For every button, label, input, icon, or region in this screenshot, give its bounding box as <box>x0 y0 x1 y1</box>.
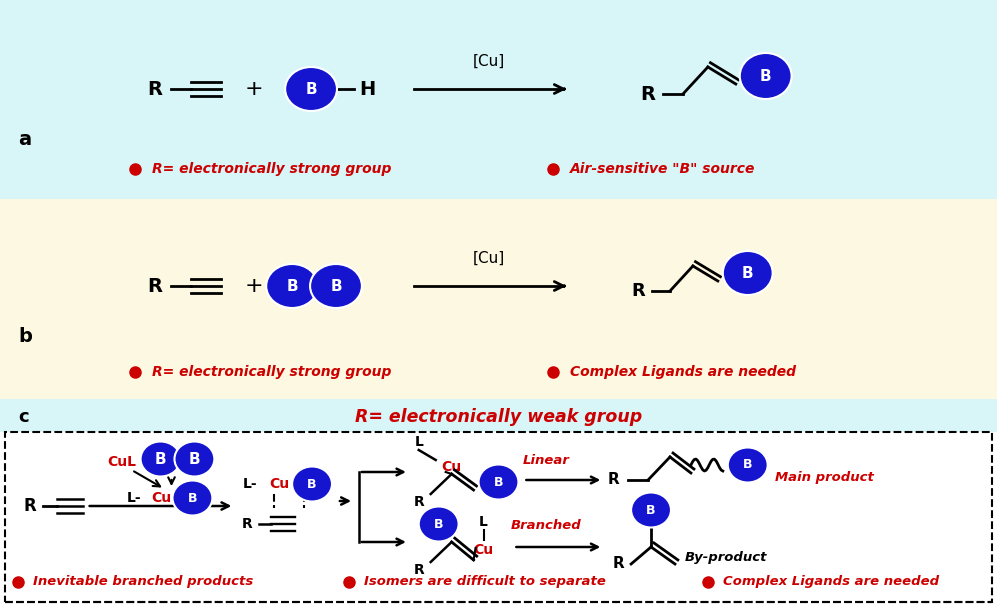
Text: Cu: Cu <box>269 477 289 491</box>
Text: Cu: Cu <box>473 543 494 557</box>
Text: R: R <box>413 563 424 577</box>
Text: B: B <box>188 491 197 505</box>
Text: Complex Ligands are needed: Complex Ligands are needed <box>723 575 939 588</box>
Text: B: B <box>307 478 317 491</box>
Text: H: H <box>359 79 375 98</box>
Ellipse shape <box>310 264 362 308</box>
FancyBboxPatch shape <box>5 432 992 602</box>
Text: Complex Ligands are needed: Complex Ligands are needed <box>570 365 796 379</box>
Text: B: B <box>330 279 342 293</box>
Text: +: + <box>245 276 264 296</box>
Ellipse shape <box>631 492 671 527</box>
Text: c: c <box>18 408 29 427</box>
Text: B: B <box>742 265 754 281</box>
Text: B: B <box>646 503 656 516</box>
Text: R: R <box>24 497 36 515</box>
Ellipse shape <box>285 67 337 111</box>
Text: B: B <box>305 82 317 96</box>
Text: L-: L- <box>243 477 257 491</box>
Text: R: R <box>413 495 424 509</box>
FancyBboxPatch shape <box>0 399 997 432</box>
Text: R: R <box>242 517 253 531</box>
Text: R= electronically strong group: R= electronically strong group <box>152 162 391 176</box>
FancyBboxPatch shape <box>0 0 997 199</box>
Text: B: B <box>155 451 166 467</box>
Text: B: B <box>286 279 298 293</box>
Text: B: B <box>760 69 772 84</box>
Text: Inevitable branched products: Inevitable branched products <box>33 575 253 588</box>
Ellipse shape <box>740 53 792 99</box>
Text: a: a <box>18 130 31 149</box>
Text: Cu: Cu <box>442 460 462 474</box>
Text: R: R <box>607 473 619 488</box>
Text: +: + <box>245 79 264 99</box>
Ellipse shape <box>728 448 768 483</box>
Ellipse shape <box>266 264 318 308</box>
Text: R= electronically weak group: R= electronically weak group <box>355 408 642 427</box>
Text: R: R <box>612 556 624 572</box>
Text: B: B <box>189 451 200 467</box>
Text: Branched: Branched <box>511 519 582 532</box>
Text: B: B <box>434 518 443 530</box>
Text: [Cu]: [Cu] <box>472 251 505 266</box>
Ellipse shape <box>141 441 180 476</box>
Ellipse shape <box>174 441 214 476</box>
Text: L: L <box>479 515 488 529</box>
Text: B: B <box>494 475 503 489</box>
Text: Air-sensitive "B" source: Air-sensitive "B" source <box>570 162 756 176</box>
Text: L: L <box>414 435 423 449</box>
Text: Cu: Cu <box>152 491 172 505</box>
Ellipse shape <box>479 465 518 500</box>
Text: L-: L- <box>127 491 142 505</box>
Text: R= electronically strong group: R= electronically strong group <box>152 365 391 379</box>
Text: Isomers are difficult to separate: Isomers are difficult to separate <box>364 575 606 588</box>
Ellipse shape <box>723 251 773 295</box>
Text: B: B <box>743 459 753 472</box>
Ellipse shape <box>292 467 332 502</box>
Text: Linear: Linear <box>523 454 570 467</box>
Ellipse shape <box>419 507 459 542</box>
Text: Main product: Main product <box>775 470 874 483</box>
Text: By-product: By-product <box>685 551 767 564</box>
Text: CuL: CuL <box>107 455 136 469</box>
FancyBboxPatch shape <box>0 199 997 399</box>
Ellipse shape <box>172 481 212 516</box>
Text: R: R <box>641 85 656 104</box>
Text: R: R <box>631 282 645 300</box>
Text: R: R <box>147 276 162 295</box>
Text: R: R <box>147 79 162 98</box>
Text: [Cu]: [Cu] <box>472 54 505 69</box>
Text: b: b <box>18 327 32 346</box>
